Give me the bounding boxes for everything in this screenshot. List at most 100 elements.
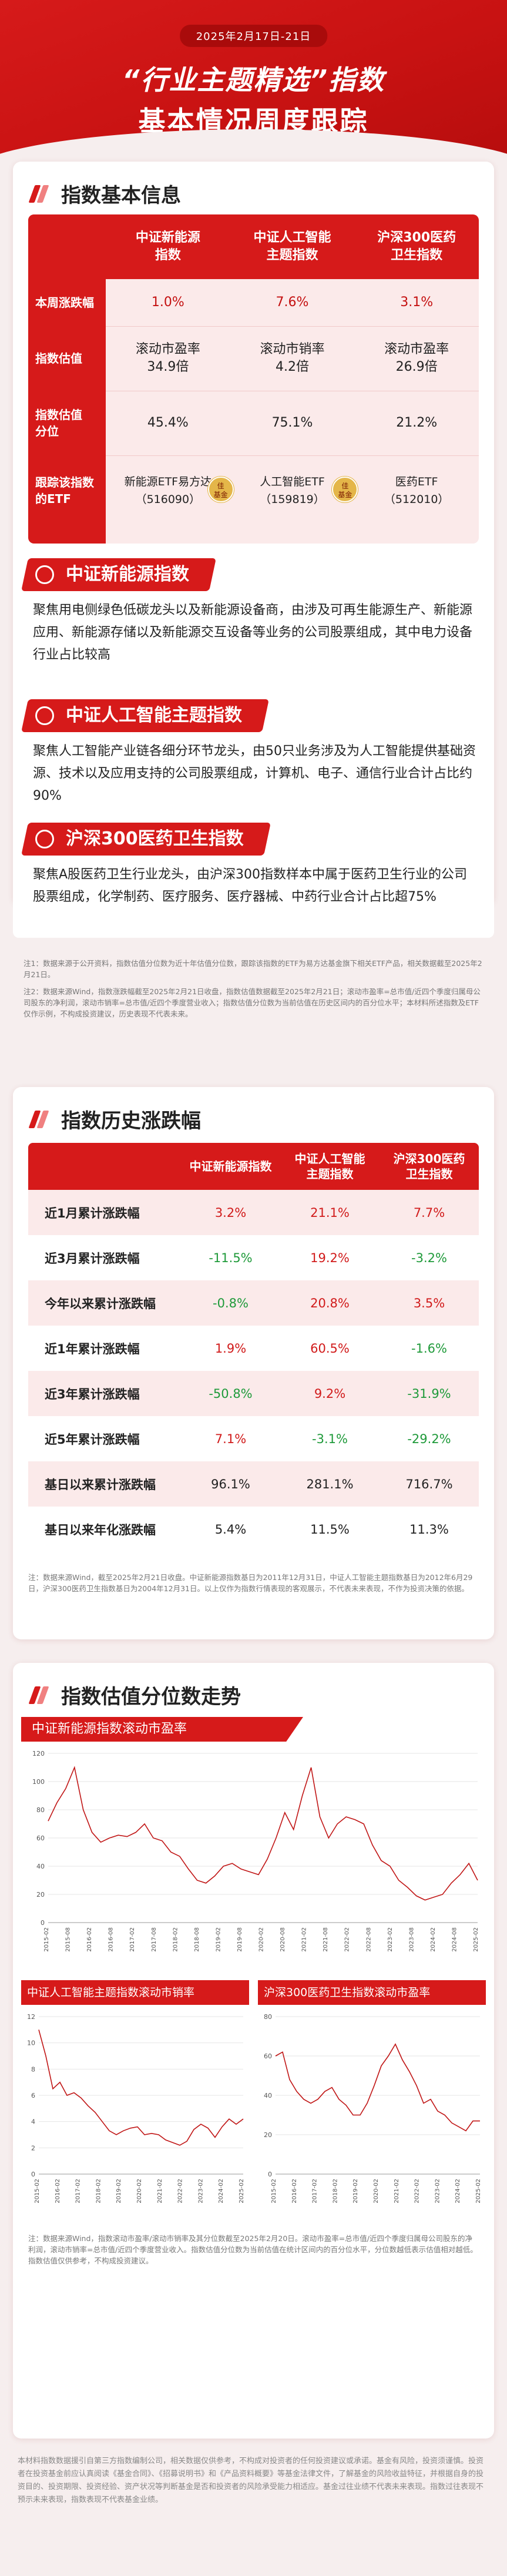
cell: 21.2%	[396, 415, 438, 430]
column-header: 中证人工智能 主题指数	[253, 230, 331, 263]
section-header: 指数基本信息	[13, 162, 494, 214]
desc-text: 聚焦人工智能产业链各细分环节龙头，由50只业务涉及为人工智能提供基础资源、技术以…	[13, 720, 494, 814]
y-tick-label: 20	[36, 1891, 45, 1899]
y-tick-label: 60	[36, 1834, 45, 1842]
column-header: 沪深300医药 卫生指数	[377, 230, 456, 263]
desc-tag: 中证人工智能主题指数	[21, 699, 269, 732]
x-tick-label: 2024-02	[455, 2179, 461, 2203]
table-cell: 21.1%	[310, 1205, 350, 1220]
history-rows: 近1月累计涨跌幅 3.2% 21.1% 7.7% 近3月累计涨跌幅 -11.5% 19.2%…	[28, 1190, 479, 1552]
x-tick-label: 2019-02	[215, 1927, 221, 1952]
disclaimer: 本材料指数数据援引自第三方指数编制公司，相关数据仅供参考，不构成对投资者的任何投…	[18, 2457, 484, 2504]
x-tick-label: 2024-02	[430, 1927, 437, 1952]
x-tick-label: 2023-08	[408, 1927, 415, 1952]
chart-ai: 中证人工智能主题指数滚动市销率 0 2 4 6 8 10 12 2015-02 2016-02 2…	[21, 1980, 249, 2215]
x-tick-label: 2015-08	[65, 1927, 72, 1952]
x-tick-label: 2018-08	[194, 1927, 200, 1952]
x-tick-label: 2018-02	[172, 1927, 179, 1952]
column-header: 中证新能源 指数	[135, 230, 200, 263]
row-label: 近1年累计涨跌幅	[45, 1341, 140, 1356]
x-tick-label: 2015-02	[271, 2179, 277, 2203]
table-cell: 5.4%	[214, 1522, 247, 1537]
table-row: 近1年累计涨跌幅 1.9% 60.5% -1.6%	[28, 1326, 479, 1371]
desc-tag: 中证新能源指数	[21, 558, 216, 591]
info-row-valuation: 指数估值 滚动市盈率 34.9倍 滚动市销率 4.2倍 滚动市盈率 26.9倍	[28, 326, 479, 391]
desc-block-medical: 聚焦A股医药卫生行业龙头，由沪深300指数样本中属于医药卫生行业的公司股票组成，…	[13, 823, 494, 940]
x-tick-label: 2019-02	[116, 2179, 122, 2203]
x-tick-label: 2018-02	[95, 2179, 102, 2203]
x-tick-label: 2021-02	[157, 2179, 163, 2203]
info-row-percentile: 指数估值 分位 45.4% 75.1% 21.2%	[28, 391, 479, 455]
y-tick-label: 0	[41, 1919, 45, 1927]
table-row: 近3月累计涨跌幅 -11.5% 19.2% -3.2%	[28, 1235, 479, 1280]
x-tick-label: 2016-02	[86, 1927, 93, 1952]
x-tick-label: 2021-02	[394, 2179, 400, 2203]
table-cell: -50.8%	[209, 1386, 253, 1401]
table-cell: 3.5%	[413, 1296, 445, 1310]
x-tick-label: 2025-02	[239, 2179, 245, 2203]
table-cell: 3.2%	[214, 1205, 247, 1220]
x-tick-label: 2016-02	[291, 2179, 298, 2203]
y-tick-label: 120	[32, 1750, 45, 1757]
chart-title: 中证人工智能主题指数滚动市销率	[21, 1980, 249, 2005]
cell: 7.6%	[276, 295, 309, 310]
row-label: 基日以来累计涨跌幅	[45, 1477, 156, 1492]
x-tick-label: 2016-02	[55, 2179, 61, 2203]
y-tick-label: 6	[31, 2092, 35, 2099]
x-tick-label: 2020-08	[280, 1927, 286, 1952]
row-label: 近1月累计涨跌幅	[45, 1206, 140, 1220]
table-cell: -1.6%	[411, 1341, 447, 1356]
section-title: 指数历史涨跌幅	[61, 1109, 201, 1133]
history-table-header: 中证新能源指数 中证人工智能 主题指数 沪深300医药 卫生指数	[28, 1143, 479, 1190]
column-header: 中证人工智能 主题指数	[294, 1152, 365, 1181]
history-card: 指数历史涨跌幅 中证新能源指数 中证人工智能 主题指数 沪深300医药 卫生指数…	[13, 1087, 494, 1639]
note-text: 注：数据来源Wind，指数滚动市盈率/滚动市销率及其分位数截至2025年2月20…	[28, 2234, 478, 2265]
valuation-card: 指数估值分位数走势 中证新能源指数滚动市盈率 0 20 40 60 80 100 120 20…	[13, 1663, 494, 2439]
x-tick-label: 2022-08	[365, 1927, 372, 1952]
page-title-line1: “行业主题精选”指数	[122, 64, 385, 96]
chart-svg: 0 20 40 60 80 100 120 2015-02 2015-08 2016-02 2016…	[32, 1750, 479, 1952]
x-tick-label: 2020-02	[373, 2179, 380, 2203]
table-cell: 11.5%	[310, 1522, 350, 1537]
table-cell: -31.9%	[407, 1386, 451, 1401]
row-label: 近3年累计涨跌幅	[45, 1387, 140, 1401]
table-cell: -3.2%	[411, 1250, 447, 1265]
y-tick-label: 10	[27, 2040, 35, 2047]
info-row-weekly-change: 本周涨跌幅 1.0% 7.6% 3.1%	[28, 279, 479, 326]
x-tick-label: 2022-02	[414, 2179, 421, 2203]
row-label: 指数估值	[35, 351, 82, 365]
x-tick-label: 2023-02	[387, 1927, 394, 1952]
table-cell: -3.1%	[312, 1431, 348, 1446]
table-cell: 7.1%	[214, 1431, 247, 1446]
x-tick-label: 2017-08	[151, 1927, 157, 1952]
y-tick-label: 4	[31, 2118, 35, 2126]
x-tick-label: 2016-08	[108, 1927, 115, 1952]
table-cell: 1.9%	[214, 1341, 247, 1356]
x-tick-label: 2019-08	[237, 1927, 243, 1952]
x-tick-label: 2017-02	[75, 2179, 82, 2203]
y-tick-label: 80	[36, 1806, 45, 1814]
x-tick-label: 2020-02	[258, 1927, 265, 1952]
etf-cell: 新能源ETF易方达 （516090） 佳 基金	[106, 455, 234, 526]
chart-title: 沪深300医药卫生指数滚动市盈率	[258, 1980, 486, 2005]
desc-block-new-energy: 聚焦用电侧绿色低碳龙头以及新能源设备商，由涉及可再生能源生产、新能源应用、新能源…	[13, 558, 494, 699]
table-cell: -11.5%	[209, 1250, 253, 1265]
section-title: 指数基本信息	[61, 184, 181, 207]
chart-svg: 0 20 40 60 80 2015-02 2016-02 2017-02 2018-02 201…	[264, 2013, 482, 2203]
x-tick-label: 2021-08	[323, 1927, 329, 1952]
y-tick-label: 0	[268, 2171, 272, 2178]
info-table-bg	[28, 214, 479, 544]
row-label: 本周涨跌幅	[35, 296, 94, 310]
note-text: 注2：数据来源Wind，指数涨跌幅截至2025年2月21日收盘，指数估值数据截至…	[23, 987, 481, 1018]
header-banner: 2025年2月17日-21日 “行业主题精选”指数 基本情况周度跟踪	[0, 0, 507, 176]
chart-medical: 沪深300医药卫生指数滚动市盈率 0 20 40 60 80 2015-02 2016-02…	[258, 1980, 486, 2215]
row-label: 跟踪该指数 的ETF	[35, 475, 94, 506]
x-tick-label: 2019-02	[352, 2179, 359, 2203]
index-logo-icon	[35, 830, 54, 848]
section-mark-icon	[28, 185, 53, 203]
y-tick-label: 20	[264, 2131, 272, 2139]
column-header: 中证新能源指数	[189, 1159, 272, 1173]
x-tick-label: 2024-02	[218, 2179, 224, 2203]
notes-1: 注1：数据来源于公开资料，指数估值分位数为近十年估值分位数，跟踪该指数的ETF为…	[23, 958, 484, 1019]
note-text: 注1：数据来源于公开资料，指数估值分位数为近十年估值分位数，跟踪该指数的ETF为…	[23, 959, 482, 979]
